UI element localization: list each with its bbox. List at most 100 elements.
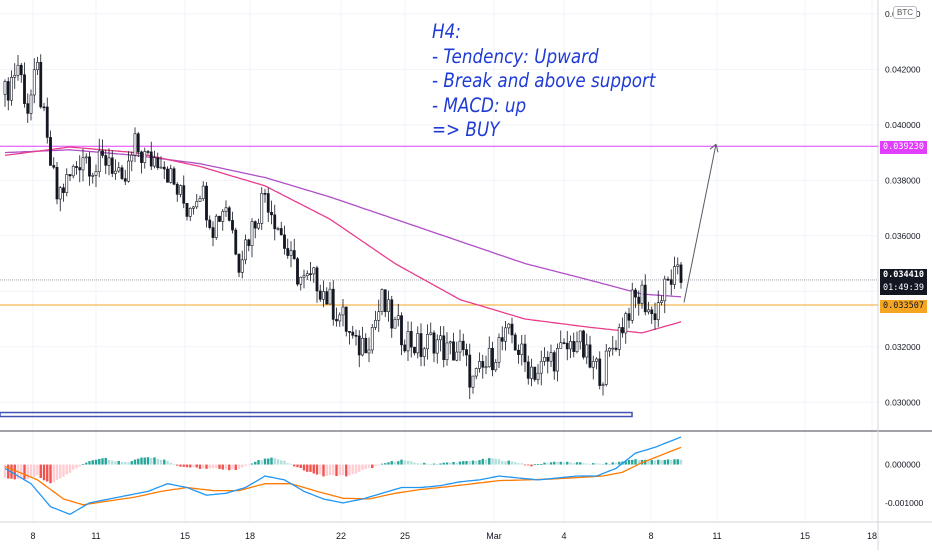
candle-body [127,160,130,182]
candle-body [143,151,147,163]
macd-pane [3,436,683,516]
macd-histogram-bar [312,464,315,474]
time-tick-label: 4 [561,531,566,541]
candle-body [562,342,566,344]
candle-body [591,361,595,368]
candle-body [608,348,611,352]
candles [3,54,683,400]
macd-histogram-bar [397,461,400,465]
candle-body [169,168,173,183]
macd-histogram-bar [328,464,332,476]
macd-histogram-bar [497,459,501,465]
candle-body [84,156,88,159]
macd-histogram-bar [332,464,335,476]
candle-body [676,264,680,267]
macd-histogram-bar [52,464,55,483]
macd-histogram-bar [257,460,260,465]
candle-body [234,229,238,255]
macd-histogram-bar [205,464,208,469]
macd-histogram-bar [88,461,91,465]
macd-histogram-bar [660,460,663,465]
macd-histogram-bar [124,462,127,465]
macd-histogram-bar [306,464,309,472]
macd-histogram-bar [657,459,660,465]
macd-histogram-bar [234,464,237,470]
macd-histogram-bar [653,460,657,465]
candle-body [156,157,160,168]
candle-body [458,340,462,353]
candle-body [231,220,234,231]
macd-histogram-bar [7,464,10,479]
macd-histogram-bar [150,457,153,465]
candle-body [526,361,530,379]
macd-histogram-bar [647,460,650,465]
candle-body [367,349,371,354]
time-tick-label: 11 [91,531,100,541]
macd-histogram-bar [488,458,491,465]
candle-body [494,362,498,371]
candle-body [484,366,488,369]
candle-body [471,375,475,388]
macd-histogram-bar [673,459,676,465]
candle-body [556,348,559,372]
candle-body [286,248,290,256]
candle-body [283,234,286,249]
candle-body [569,341,572,350]
candle-body [536,372,540,380]
price-tick-label: 0.030000 [885,397,921,407]
annotation-line: - Break and above support [432,69,656,92]
candle-body [396,315,400,320]
macd-histogram-bar [481,458,484,465]
candle-body [195,201,199,208]
macd-histogram-bar [449,462,452,465]
macd-histogram-bar [166,460,169,465]
candle-body [338,314,342,322]
macd-histogram-bar [426,463,429,465]
macd-histogram-bar [523,464,527,466]
macd-tick-label: 0.000000 [885,460,921,470]
time-tick-label: 22 [336,531,346,541]
currency-badge[interactable]: BTC [893,6,917,19]
macd-histogram-bar [244,464,247,466]
macd-histogram-bar [111,460,114,465]
macd-histogram-bar [198,464,202,469]
macd-histogram-bar [104,457,107,465]
projection-arrow-head [709,143,719,153]
candle-body [474,368,478,377]
macd-histogram-bar [296,464,299,468]
macd-histogram-bar [471,460,475,465]
macd-histogram-bar [107,459,111,465]
price-tick-label: 0.036000 [885,231,921,241]
candle-body [432,332,436,354]
macd-histogram-bar [478,460,481,465]
macd-histogram-bar [556,461,559,465]
macd-histogram-bar [462,461,465,465]
candle-body [504,327,507,342]
macd-histogram-bar [182,464,185,467]
candle-body [185,202,189,217]
candle-body [510,323,514,336]
macd-histogram-bar [442,462,445,465]
macd-histogram-bar [260,460,263,465]
candle-body [578,330,582,343]
macd-histogram-bar [159,459,163,465]
candle-body [62,187,65,193]
macd-histogram-bar [549,462,553,465]
candle-body [439,335,442,341]
time-tick-label: 8 [648,531,653,541]
macd-histogram-bar [384,463,387,465]
macd-histogram-bar [465,461,468,465]
macd-histogram-bar [520,463,523,465]
macd-histogram-bar [143,457,146,465]
macd-histogram-bar [507,460,510,465]
candle-body [312,267,316,275]
candle-body [344,306,348,332]
candle-body [377,311,381,321]
price-tick-label: 0.032000 [885,342,921,352]
macd-histogram-bar [536,464,540,465]
candle-body [305,273,309,277]
candle-body [75,166,78,168]
time-tick-label: 18 [867,531,877,541]
